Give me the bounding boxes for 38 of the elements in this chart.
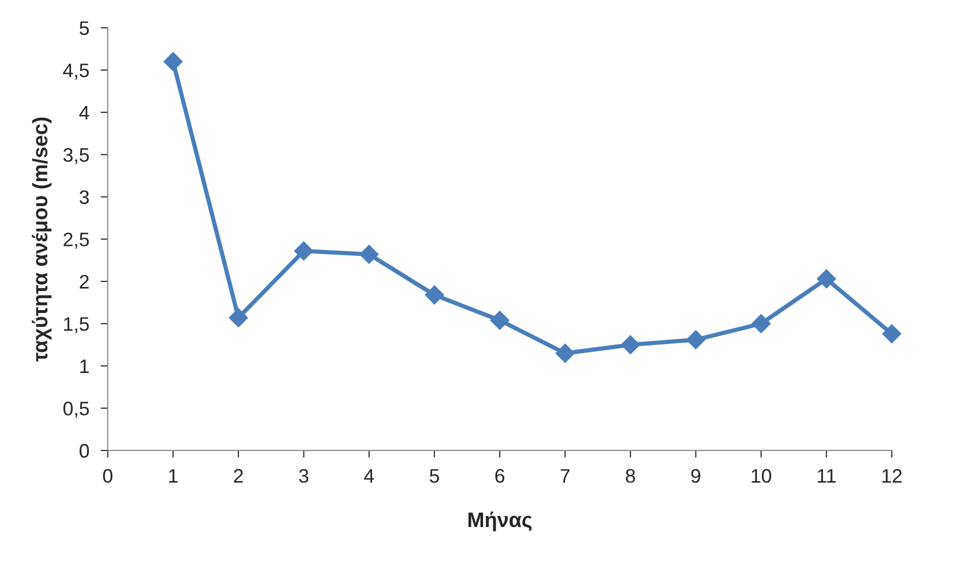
x-tick-label: 9 — [691, 469, 700, 483]
x-tick-label: 10 — [752, 469, 772, 483]
y-tick-label: 5 — [80, 21, 89, 36]
x-tick-label: 12 — [882, 469, 902, 483]
point — [424, 285, 444, 304]
y-axis-title: ταχύτητα ανέμου (m/sec) — [32, 118, 52, 362]
point — [620, 335, 640, 354]
x-tick-label: 0 — [103, 469, 112, 483]
point — [294, 241, 314, 260]
point — [228, 308, 248, 328]
y-tick-label: 1 — [80, 360, 89, 373]
x-tick-label: 7 — [560, 469, 570, 483]
x-tick-label: 6 — [495, 469, 504, 483]
y-tick-label: 2 — [80, 274, 89, 288]
y-tick-label: 3 — [80, 190, 89, 204]
point — [752, 314, 771, 334]
point — [882, 324, 902, 344]
y-tick-label: 4,5 — [63, 64, 89, 80]
x-axis-title: Μήνας — [468, 512, 532, 532]
x-tick-label: 1 — [169, 469, 178, 483]
y-tick-label: 3,5 — [63, 148, 89, 164]
point — [556, 344, 575, 363]
x-tick-label: 11 — [818, 469, 836, 483]
point — [686, 330, 706, 350]
x-tick-label: 8 — [626, 469, 635, 483]
point — [490, 310, 510, 330]
x-tick-label: 2 — [234, 469, 243, 483]
point — [164, 52, 183, 72]
x-tick-label: 4 — [364, 469, 374, 483]
y-tick-label: 2,5 — [64, 232, 89, 249]
x-tick-label: 5 — [430, 469, 440, 483]
y-tick-label: 0 — [80, 444, 89, 458]
point — [816, 269, 836, 288]
x-tick-label: 3 — [299, 469, 308, 483]
y-tick-label: 4 — [79, 106, 90, 120]
y-tick-label: 1,5 — [64, 317, 89, 334]
y-tick-label: 0,5 — [63, 402, 89, 418]
point — [360, 244, 379, 264]
